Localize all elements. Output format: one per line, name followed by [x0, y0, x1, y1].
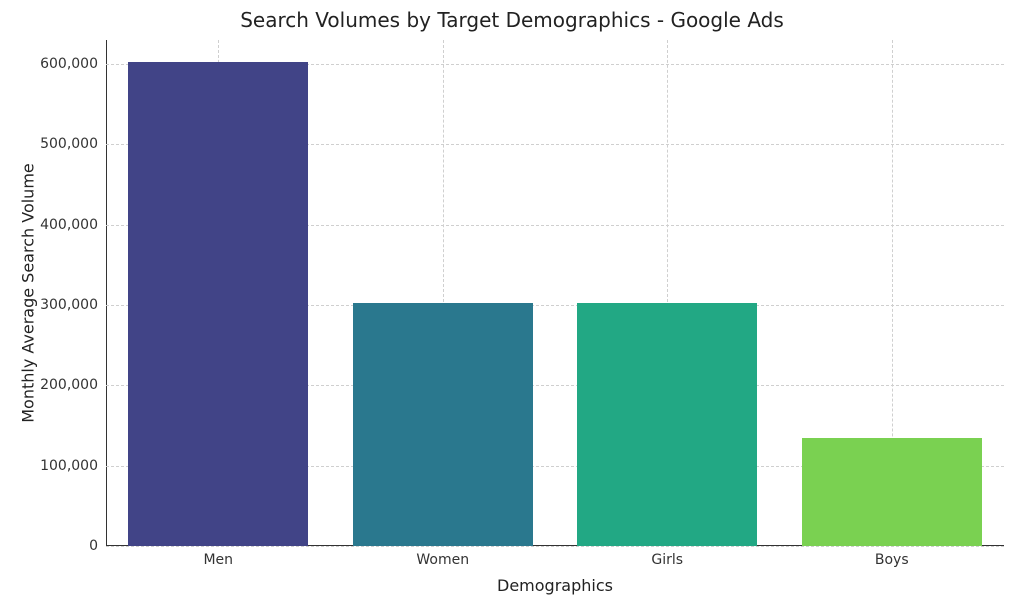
- axis-spine-left: [106, 40, 107, 546]
- y-tick-label: 600,000: [40, 56, 106, 72]
- x-tick-label: Men: [203, 546, 233, 568]
- y-tick-label: 0: [89, 538, 106, 554]
- gridline-h: [106, 546, 1004, 547]
- y-tick-label: 500,000: [40, 136, 106, 152]
- x-tick-label: Boys: [875, 546, 909, 568]
- bar: [577, 303, 757, 546]
- y-tick-label: 100,000: [40, 458, 106, 474]
- x-axis-label: Demographics: [106, 576, 1004, 595]
- bar: [802, 438, 982, 546]
- y-tick-label: 300,000: [40, 297, 106, 313]
- bar: [128, 62, 308, 546]
- chart-title: Search Volumes by Target Demographics - …: [0, 8, 1024, 32]
- y-tick-label: 200,000: [40, 377, 106, 393]
- y-axis-label: Monthly Average Search Volume: [19, 163, 38, 423]
- x-tick-label: Women: [416, 546, 469, 568]
- bar: [353, 303, 533, 546]
- plot-area: 0100,000200,000300,000400,000500,000600,…: [106, 40, 1004, 546]
- chart-container: Search Volumes by Target Demographics - …: [0, 0, 1024, 611]
- x-tick-label: Girls: [651, 546, 683, 568]
- y-tick-label: 400,000: [40, 217, 106, 233]
